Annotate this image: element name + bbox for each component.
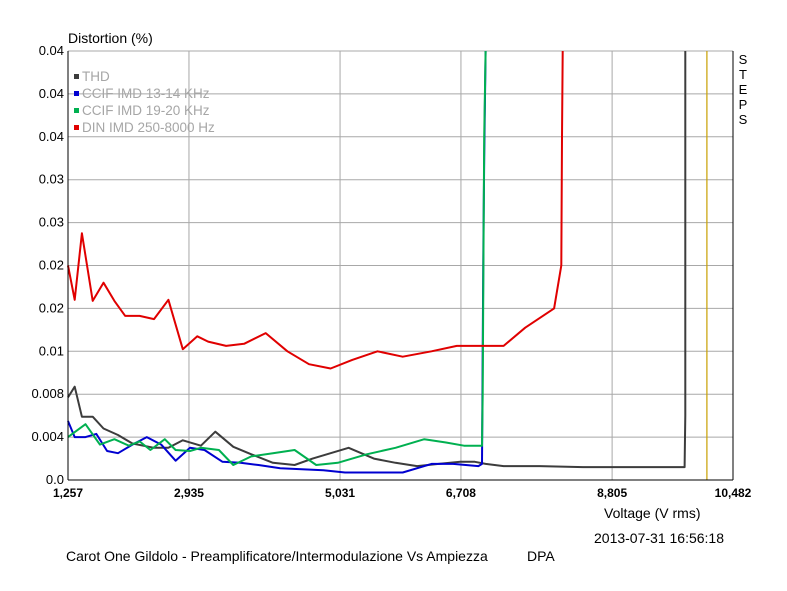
steps-letter: E	[738, 82, 748, 97]
y-tick-label: 0.008	[31, 386, 64, 401]
y-tick-label: 0.01	[39, 343, 64, 358]
series-line-0	[67, 51, 687, 469]
y-tick-label: 0.02	[39, 258, 64, 273]
y-tick-label: 0.04	[39, 86, 64, 101]
legend-item-ccif-19-20: CCIF IMD 19-20 KHz	[74, 102, 215, 119]
x-tick-label: 10,482	[715, 486, 752, 500]
x-tick-label: 8,805	[597, 486, 627, 500]
legend-label-ccif-13-14: CCIF IMD 13-14 KHz	[82, 86, 210, 101]
chart-caption: Carot One Gildolo - Preamplificatore/Int…	[66, 548, 488, 564]
legend-label-thd: THD	[82, 69, 110, 84]
chart-legend: THD CCIF IMD 13-14 KHz CCIF IMD 19-20 KH…	[74, 68, 215, 136]
x-axis-title: Voltage (V rms)	[604, 505, 701, 521]
legend-swatch-ccif-19-20	[74, 107, 79, 113]
legend-swatch-ccif-13-14	[74, 90, 79, 96]
y-tick-label: 0.03	[39, 172, 64, 187]
steps-side-label: S T E P S	[737, 52, 749, 127]
x-tick-label: 2,935	[174, 486, 204, 500]
series-line-1	[67, 50, 487, 474]
y-tick-label: 0.02	[39, 300, 64, 315]
series-layer	[67, 50, 687, 474]
y-tick-label: 0.04	[39, 129, 64, 144]
y-tick-label: 0.04	[39, 43, 64, 58]
y-tick-label: 0.004	[31, 429, 64, 444]
x-tick-label: 1,257	[53, 486, 83, 500]
x-tick-label: 6,708	[446, 486, 476, 500]
steps-letter: S	[738, 52, 748, 67]
legend-swatch-din-imd	[74, 124, 79, 130]
legend-label-ccif-19-20: CCIF IMD 19-20 KHz	[82, 103, 210, 118]
steps-letter: P	[738, 97, 748, 112]
legend-item-ccif-13-14: CCIF IMD 13-14 KHz	[74, 85, 215, 102]
legend-label-din-imd: DIN IMD 250-8000 Hz	[82, 120, 215, 135]
axis-layer: 0.0 0.004 0.008 0.01 0.02 0.02 0.03 0.03 0.04 0.0…	[31, 43, 751, 500]
y-tick-label: 0.0	[46, 472, 64, 487]
chart-tag: DPA	[527, 548, 555, 564]
legend-item-thd: THD	[74, 68, 215, 85]
x-tick-label: 5,031	[325, 486, 355, 500]
timestamp: 2013-07-31 16:56:18	[594, 530, 724, 546]
legend-item-din-imd: DIN IMD 250-8000 Hz	[74, 119, 215, 136]
y-axis-title: Distortion (%)	[68, 30, 153, 46]
series-line-3	[67, 50, 564, 370]
steps-letter: S	[738, 112, 748, 127]
y-tick-label: 0.03	[39, 215, 64, 230]
legend-swatch-thd	[74, 73, 79, 79]
series-line-2	[67, 50, 487, 466]
steps-letter: T	[739, 67, 747, 82]
